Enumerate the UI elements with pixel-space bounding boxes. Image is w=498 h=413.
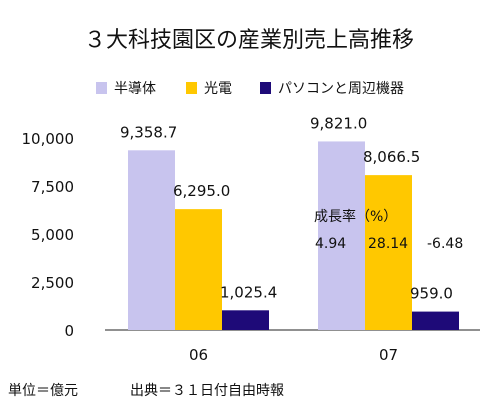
legend-swatch-1 [186, 82, 197, 94]
bar [318, 141, 365, 330]
growth-rate-semiconductor: 4.94 [315, 236, 346, 252]
y-tick-label: 2,500 [31, 274, 74, 292]
legend-label-1: 光電 [204, 81, 232, 97]
x-tick-label: 06 [189, 346, 208, 364]
legend-label-0: 半導体 [114, 81, 156, 97]
bar [128, 150, 175, 330]
growth-rate-title: 成長率（%） [314, 208, 397, 225]
data-label: 1,025.4 [220, 283, 277, 301]
growth-rate-pc-peripherals: -6.48 [427, 236, 463, 252]
y-tick-label: 0 [64, 322, 74, 340]
data-label: 6,295.0 [173, 182, 230, 200]
x-tick-label: 07 [379, 346, 398, 364]
legend-label-2: パソコンと周辺機器 [278, 81, 404, 97]
chart-title: ３大科技園区の産業別売上高推移 [84, 28, 414, 53]
legend-swatch-2 [260, 82, 271, 94]
data-labels: 9,358.7 6,295.0 1,025.4 9,821.0 8,066.5 959.0 [120, 114, 453, 302]
bar [412, 311, 459, 330]
data-label: 959.0 [410, 285, 453, 303]
y-tick-label: 7,500 [31, 178, 74, 196]
unit-note: 単位＝億元 [8, 383, 78, 399]
data-label: 9,821.0 [310, 114, 367, 132]
source-note: 出典＝３１日付自由時報 [130, 383, 284, 399]
y-tick-label: 10,000 [22, 130, 75, 148]
data-label: 8,066.5 [363, 148, 420, 166]
y-axis-ticks: 0 2,500 5,000 7,500 10,000 [22, 130, 75, 340]
legend: 半導体 光電 パソコンと周辺機器 [96, 81, 404, 97]
bar [365, 175, 412, 330]
bars [128, 141, 459, 330]
y-tick-label: 5,000 [31, 226, 74, 244]
x-axis-ticks: 06 07 [189, 346, 398, 364]
growth-rate-annotation: 成長率（%） 4.94 28.14 -6.48 [314, 208, 463, 252]
bar [175, 209, 222, 330]
legend-swatch-0 [96, 82, 107, 94]
growth-rate-optoelectronics: 28.14 [368, 236, 408, 252]
bar [222, 310, 269, 330]
data-label: 9,358.7 [120, 123, 177, 141]
